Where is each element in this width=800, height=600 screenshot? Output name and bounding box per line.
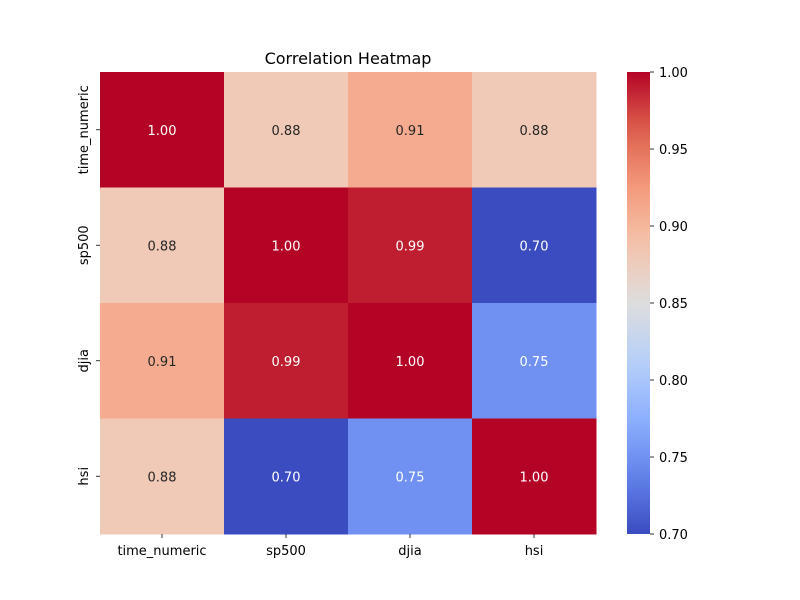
heatmap-cell-3-3: [472, 418, 597, 535]
cell-value-label-3-3: 1.00: [520, 470, 549, 485]
colorbar-tick-label-2: 0.80: [659, 374, 688, 389]
heatmap-cell-0-0: [100, 72, 225, 188]
heatmap-cell-2-3: [472, 303, 597, 419]
cell-value-label-1-0: 0.88: [148, 239, 177, 254]
x-tick-label-3: hsi: [525, 544, 544, 559]
cell-value-label-3-0: 0.88: [148, 470, 177, 485]
x-tick-label-2: djia: [398, 544, 421, 559]
y-tick-label-1: sp500: [77, 225, 92, 265]
y-tick-labels: time_numeric sp500 djia hsi: [77, 85, 100, 486]
heatmap-cell-0-2: [348, 72, 473, 188]
heatmap-cell-1-3: [472, 187, 597, 304]
heatmap-cell-0-3: [472, 72, 597, 188]
heatmap-cell-0-1: [224, 72, 349, 188]
colorbar: 0.70 0.75 0.80 0.85 0.90 0.95 1.00: [627, 66, 688, 543]
heatmap-cell-2-0: [100, 303, 225, 419]
cell-value-label-0-0: 1.00: [148, 124, 177, 139]
heatmap-cell-2-1: [224, 303, 349, 419]
colorbar-tick-label-3: 0.85: [659, 297, 688, 312]
cell-value-label-1-3: 0.70: [520, 239, 549, 254]
y-tick-label-0: time_numeric: [77, 85, 92, 174]
cell-value-label-2-2: 1.00: [396, 355, 425, 370]
heatmap-cell-1-1: [224, 187, 349, 304]
y-tick-label-2: djia: [77, 349, 92, 372]
heatmap-cell-2-2: [348, 303, 473, 419]
cell-value-label-3-1: 0.70: [272, 470, 301, 485]
cell-value-label-2-1: 0.99: [272, 355, 301, 370]
x-tick-label-1: sp500: [266, 544, 306, 559]
chart-title: Correlation Heatmap: [265, 49, 432, 68]
heatmap-cell-1-0: [100, 187, 225, 304]
cell-value-label-3-2: 0.75: [396, 470, 425, 485]
cell-value-label-0-3: 0.88: [520, 124, 549, 139]
cell-value-label-1-2: 0.99: [396, 239, 425, 254]
heatmap-cell-1-2: [348, 187, 473, 304]
cell-value-label-0-2: 0.91: [396, 124, 425, 139]
colorbar-tick-label-5: 0.95: [659, 143, 688, 158]
cell-value-label-2-3: 0.75: [520, 355, 549, 370]
heatmap-cell-3-1: [224, 418, 349, 535]
heatmap-cell-3-0: [100, 418, 225, 535]
colorbar-tick-label-1: 0.75: [659, 451, 688, 466]
colorbar-tick-label-4: 0.90: [659, 220, 688, 235]
x-tick-label-0: time_numeric: [117, 544, 206, 559]
x-tick-labels: time_numeric sp500 djia hsi: [117, 534, 543, 559]
y-tick-label-3: hsi: [77, 467, 92, 486]
colorbar-tick-label-0: 0.70: [659, 528, 688, 543]
heatmap-cell-3-2: [348, 418, 473, 535]
cell-value-label-0-1: 0.88: [272, 124, 301, 139]
heatmap-cells: 1.00 0.88 0.91 0.88 0.88 1.00 0.99 0.70 0.91 0.99…: [100, 72, 597, 535]
colorbar-gradient: [627, 72, 650, 534]
colorbar-tick-label-6: 1.00: [659, 66, 688, 81]
cell-value-label-1-1: 1.00: [272, 239, 301, 254]
cell-value-label-2-0: 0.91: [148, 355, 177, 370]
